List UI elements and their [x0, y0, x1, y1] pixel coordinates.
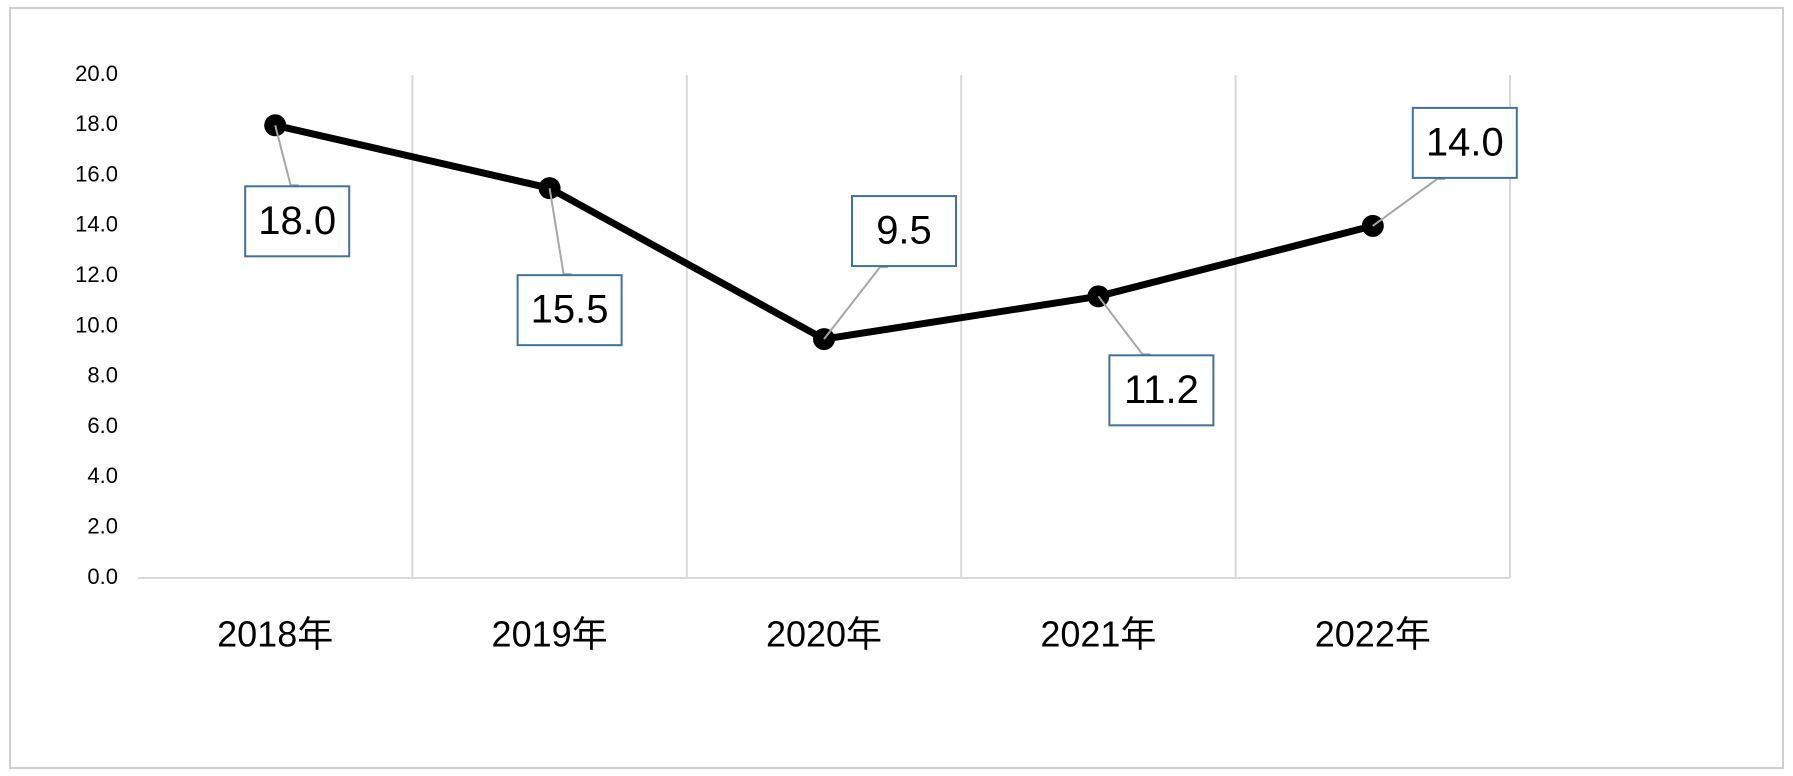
x-tick-label: 2020年 — [766, 614, 882, 655]
y-tick-label: 14.0 — [75, 212, 118, 237]
y-tick-label: 20.0 — [75, 61, 118, 86]
label-box — [516, 274, 623, 347]
label-box — [1411, 106, 1518, 179]
data-label: 11.2 — [1124, 368, 1199, 412]
y-tick-label: 10.0 — [75, 312, 118, 337]
data-label: 18.0 — [258, 199, 336, 243]
x-tick-label: 2019年 — [492, 614, 608, 655]
y-tick-label: 0.0 — [87, 564, 118, 589]
leader-line — [823, 266, 888, 340]
x-tick-label: 2018年 — [217, 614, 333, 655]
y-tick-label: 8.0 — [87, 363, 118, 388]
x-tick-label: 2022年 — [1315, 614, 1431, 655]
label-box — [244, 185, 351, 258]
x-tick-label: 2021年 — [1040, 614, 1156, 655]
y-tick-label: 18.0 — [75, 111, 118, 136]
y-tick-label: 4.0 — [87, 463, 118, 488]
label-box — [851, 195, 957, 268]
y-tick-label: 6.0 — [87, 413, 118, 438]
data-label: 15.5 — [531, 288, 609, 332]
y-tick-label: 12.0 — [75, 262, 118, 287]
y-tick-label: 16.0 — [75, 161, 118, 186]
data-label: 9.5 — [876, 209, 932, 253]
y-tick-label: 2.0 — [87, 514, 118, 539]
data-label: 14.0 — [1426, 120, 1504, 164]
label-box — [1108, 354, 1215, 427]
